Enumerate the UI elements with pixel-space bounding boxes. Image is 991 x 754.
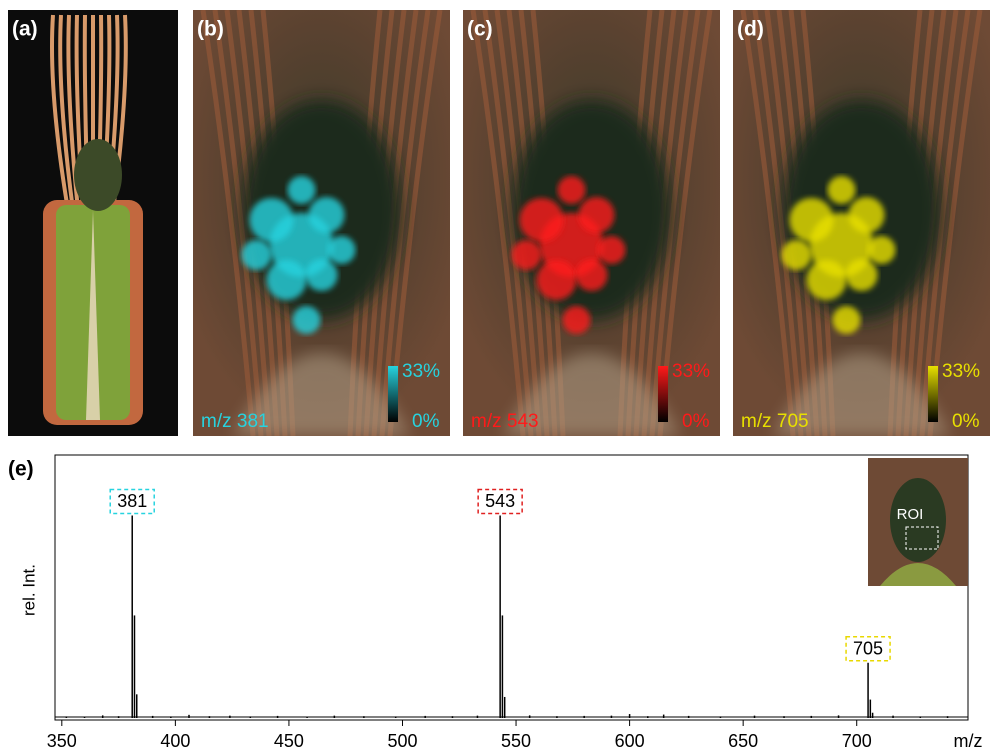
image-panel: (a) bbox=[8, 10, 178, 436]
signal-blob bbox=[782, 240, 812, 270]
signal-blob bbox=[267, 260, 307, 300]
scale-min: 0% bbox=[682, 411, 710, 432]
signal-blob bbox=[563, 306, 591, 334]
signal-blob bbox=[293, 306, 321, 334]
inset-image: ROI bbox=[868, 458, 968, 586]
image-panel: 33% 0% m/z 705 (d) bbox=[733, 10, 990, 436]
signal-blob bbox=[868, 236, 896, 264]
x-tick-label: 500 bbox=[387, 731, 417, 751]
annotation: 705 bbox=[853, 639, 883, 659]
signal-blob bbox=[328, 236, 356, 264]
x-axis-label: m/z bbox=[954, 731, 983, 751]
color-scale bbox=[388, 366, 398, 422]
image-panel: 33% 0% m/z 381 (b) bbox=[193, 10, 450, 436]
x-tick-label: 450 bbox=[274, 731, 304, 751]
color-scale bbox=[658, 366, 668, 422]
inset-label: ROI bbox=[897, 506, 924, 523]
scale-min: 0% bbox=[412, 411, 440, 432]
signal-blob bbox=[558, 176, 586, 204]
signal-blob bbox=[807, 260, 847, 300]
scale-max: 33% bbox=[672, 361, 710, 382]
annotation: 381 bbox=[117, 491, 147, 511]
signal-blob bbox=[828, 176, 856, 204]
ovary bbox=[74, 139, 122, 211]
signal-blob bbox=[520, 198, 564, 242]
signal-blob bbox=[849, 197, 885, 233]
signal-blob bbox=[250, 198, 294, 242]
signal-blob bbox=[306, 259, 338, 291]
x-tick-label: 650 bbox=[728, 731, 758, 751]
scale-min: 0% bbox=[952, 411, 980, 432]
panel-caption: m/z 705 bbox=[741, 411, 809, 432]
signal-blob bbox=[512, 240, 542, 270]
panel-label: (a) bbox=[12, 18, 38, 41]
signal-blob bbox=[833, 306, 861, 334]
signal-blob bbox=[598, 236, 626, 264]
x-tick-label: 400 bbox=[160, 731, 190, 751]
signal-blob bbox=[790, 198, 834, 242]
panel-label: (c) bbox=[467, 18, 493, 41]
panel-caption: m/z 543 bbox=[471, 411, 539, 432]
color-scale bbox=[928, 366, 938, 422]
x-tick-label: 350 bbox=[47, 731, 77, 751]
signal-blob bbox=[846, 259, 878, 291]
panel-label: (d) bbox=[737, 18, 764, 41]
panel-label: (e) bbox=[8, 458, 34, 481]
signal-blob bbox=[288, 176, 316, 204]
x-tick-label: 600 bbox=[615, 731, 645, 751]
signal-blob bbox=[242, 240, 272, 270]
image-panel: 33% 0% m/z 543 (c) bbox=[463, 10, 720, 436]
figure: (a) 33% 0% m/z 381 (b) 33% 0% m/z 543 (c) 33% 0% m/… bbox=[0, 0, 991, 754]
y-axis-label: rel. Int. bbox=[19, 564, 38, 616]
scale-max: 33% bbox=[402, 361, 440, 382]
signal-blob bbox=[576, 259, 608, 291]
panel-caption: m/z 381 bbox=[201, 411, 269, 432]
panel-image bbox=[8, 10, 178, 436]
signal-blob bbox=[309, 197, 345, 233]
x-tick-label: 700 bbox=[842, 731, 872, 751]
signal-blob bbox=[537, 260, 577, 300]
x-tick-label: 550 bbox=[501, 731, 531, 751]
signal-blob bbox=[579, 197, 615, 233]
scale-max: 33% bbox=[942, 361, 980, 382]
panel-label: (b) bbox=[197, 18, 224, 41]
annotation: 543 bbox=[485, 491, 515, 511]
